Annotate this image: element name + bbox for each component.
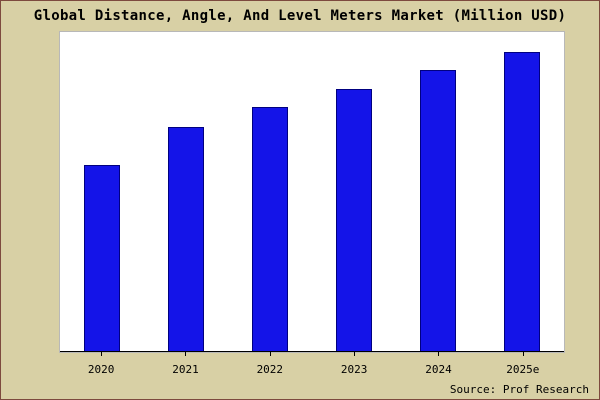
x-tick-label: 2025e xyxy=(506,363,540,376)
axis-tick xyxy=(354,352,356,356)
x-axis-cell: 2024 xyxy=(418,352,458,377)
x-tick-label: 2024 xyxy=(425,363,452,376)
bar-2022 xyxy=(252,106,288,351)
chart-title: Global Distance, Angle, And Level Meters… xyxy=(33,8,567,24)
x-axis-cell: 2022 xyxy=(250,352,290,377)
bar-2024 xyxy=(420,69,456,351)
axis-tick xyxy=(438,352,440,356)
x-axis-cell: 2021 xyxy=(165,352,205,377)
axis-tick xyxy=(522,352,524,356)
bar-2023 xyxy=(336,88,372,351)
x-axis-cell: 2020 xyxy=(81,352,121,377)
x-axis-cell: 2023 xyxy=(334,352,374,377)
x-tick-label: 2021 xyxy=(172,363,199,376)
bars xyxy=(60,32,564,352)
axis-tick xyxy=(185,352,187,356)
source-note: Source: Prof Research xyxy=(449,383,589,396)
plot-area xyxy=(59,31,565,353)
x-tick-label: 2023 xyxy=(340,363,368,376)
x-axis-cell: 2025e xyxy=(503,352,543,377)
bar-2025e xyxy=(504,51,540,351)
axis-tick xyxy=(269,352,271,356)
bar-2021 xyxy=(168,126,204,351)
x-axis-labels: 2020 2021 2022 2023 2024 2025e xyxy=(59,352,565,377)
x-tick-label: 2020 xyxy=(87,363,115,376)
bar-2020 xyxy=(84,164,120,351)
axis-tick xyxy=(101,352,103,356)
x-tick-label: 2022 xyxy=(256,363,284,376)
